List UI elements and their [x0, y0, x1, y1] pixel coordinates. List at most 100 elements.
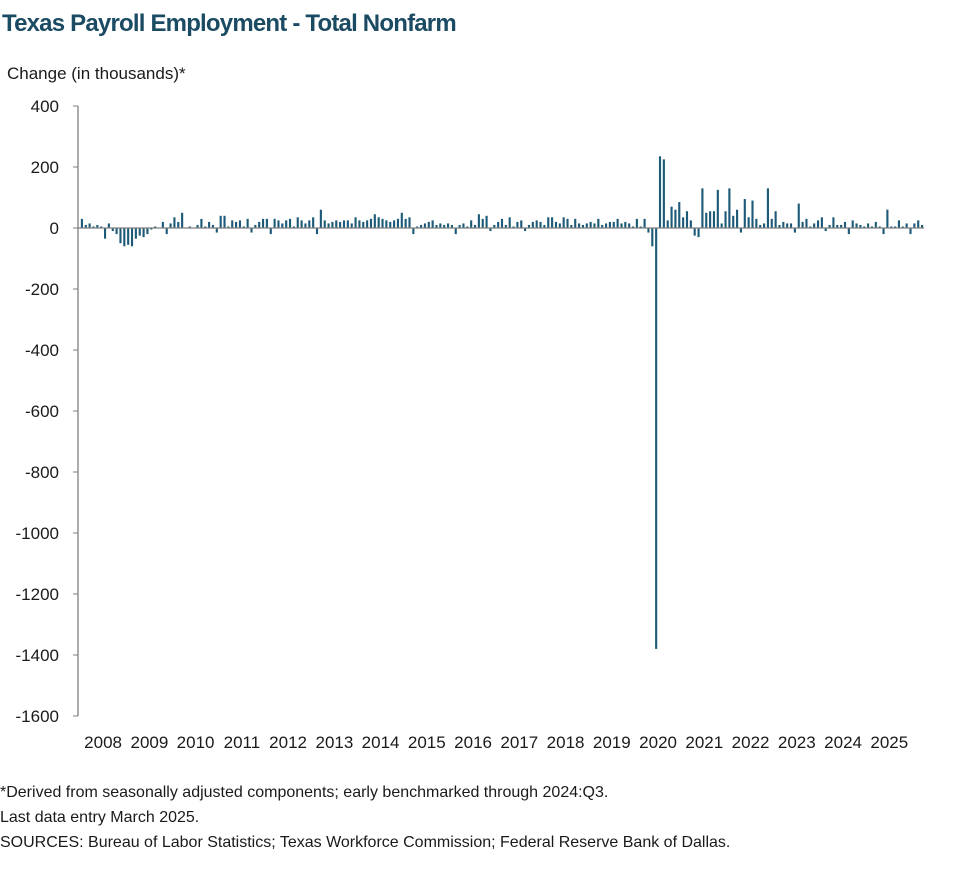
bar	[712, 211, 716, 228]
bar	[146, 228, 149, 235]
y-tick-label: -200	[25, 280, 59, 299]
bar	[874, 221, 877, 228]
bar	[165, 228, 168, 235]
bar	[662, 159, 665, 229]
bar	[701, 188, 704, 228]
bar	[558, 223, 561, 228]
bar	[678, 202, 681, 228]
bar	[759, 224, 762, 228]
bar	[296, 217, 299, 228]
bar	[855, 223, 858, 228]
bar	[566, 218, 569, 228]
bar	[420, 224, 423, 228]
y-axis-ticks: 400 200 0 -200 -400 -600 -800 -1000 -1200 -1400 -1…	[16, 97, 78, 726]
bar	[134, 228, 137, 239]
bar	[277, 220, 280, 229]
bar	[585, 223, 588, 228]
bar	[643, 218, 646, 228]
bar	[130, 228, 134, 247]
bar	[466, 226, 469, 228]
bar	[231, 220, 234, 229]
bar	[211, 224, 215, 228]
x-tick-label: 2016	[454, 733, 492, 752]
bar	[909, 228, 912, 235]
footnote-sources: SOURCES: Bureau of Labor Statistics; Tex…	[0, 834, 731, 851]
bar	[450, 224, 453, 228]
bar	[404, 218, 407, 228]
x-tick-label: 2024	[824, 733, 862, 752]
bar	[793, 228, 796, 233]
y-axis-label: Change (in thousands)*	[7, 64, 186, 83]
bar	[377, 217, 380, 228]
bar	[200, 218, 203, 228]
bar	[890, 226, 893, 228]
bar	[616, 218, 619, 228]
bar	[682, 217, 685, 228]
bar	[608, 221, 611, 228]
bar	[554, 221, 558, 228]
bar	[96, 224, 99, 228]
bar	[581, 224, 584, 228]
bar	[150, 228, 153, 230]
bar	[516, 221, 519, 228]
bar	[739, 228, 742, 233]
bar	[127, 228, 130, 245]
bar	[624, 221, 627, 228]
x-tick-label: 2015	[408, 733, 446, 752]
bar	[269, 228, 272, 235]
bar	[589, 221, 592, 228]
y-tick-label: -400	[25, 341, 59, 360]
bar	[524, 228, 527, 232]
bar	[709, 211, 712, 228]
bar	[770, 218, 773, 228]
bar	[219, 215, 222, 228]
bar	[882, 228, 885, 235]
bar	[327, 223, 330, 228]
bar	[319, 209, 322, 228]
bar	[697, 228, 700, 238]
bar	[809, 226, 812, 228]
bar	[103, 228, 107, 239]
bar	[851, 220, 854, 229]
bar	[262, 218, 265, 228]
y-tick-label: -1600	[16, 707, 59, 726]
bar	[339, 221, 342, 228]
bar	[551, 217, 554, 228]
bar	[485, 215, 488, 228]
bar	[350, 223, 353, 228]
bar	[527, 224, 531, 228]
bar	[716, 189, 719, 229]
bar	[312, 217, 315, 228]
bar	[859, 224, 862, 228]
bar	[381, 218, 384, 228]
y-tick-label: -1000	[16, 524, 59, 543]
bar	[897, 220, 901, 229]
x-tick-label: 2012	[269, 733, 307, 752]
bar	[666, 220, 669, 229]
bar	[539, 221, 542, 228]
bar	[373, 214, 376, 228]
bar	[308, 220, 311, 229]
bar	[389, 221, 392, 228]
y-tick-label: 400	[31, 97, 59, 116]
y-tick-label: -1200	[16, 585, 59, 604]
bar	[342, 220, 346, 229]
x-tick-label: 2023	[778, 733, 816, 752]
bar	[238, 220, 241, 229]
bar	[543, 224, 546, 228]
bar	[847, 228, 850, 235]
bar	[813, 223, 816, 228]
bar	[894, 226, 897, 228]
bar	[107, 223, 110, 228]
bar	[604, 223, 608, 228]
bar	[288, 218, 292, 228]
bar	[331, 221, 334, 228]
bar	[840, 224, 843, 228]
y-tick-label: -600	[25, 402, 59, 421]
bar	[512, 226, 515, 228]
footnote-last-entry: Last data entry March 2025.	[0, 809, 200, 826]
bar	[867, 223, 870, 228]
bar	[901, 226, 904, 228]
bar	[227, 226, 230, 228]
bar	[115, 228, 118, 235]
